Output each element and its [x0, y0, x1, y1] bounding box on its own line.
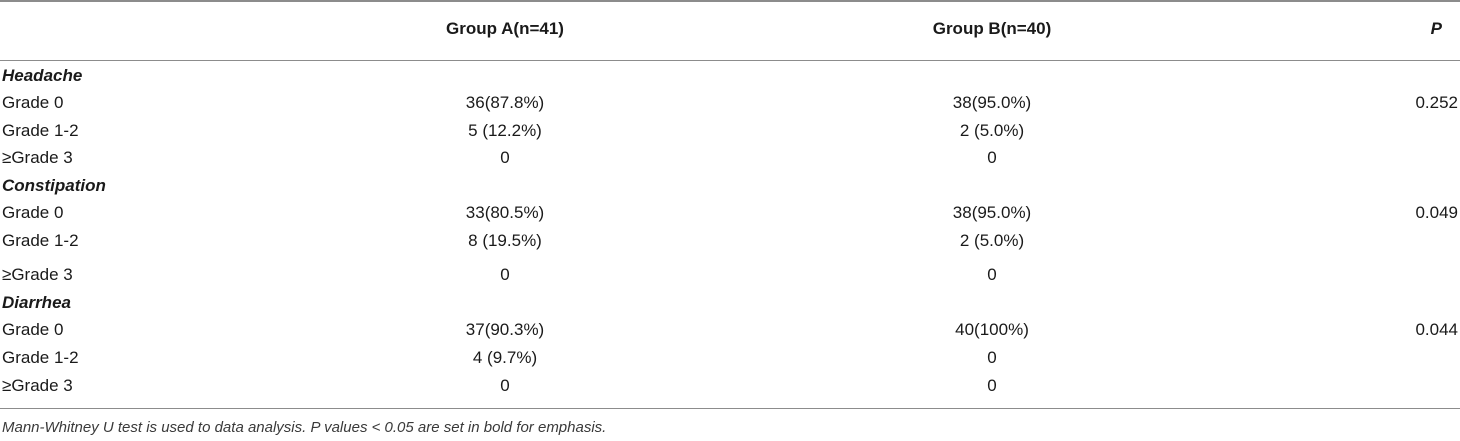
cell-group-b: 38(95.0%): [952, 93, 1032, 112]
row-label: Grade 1-2: [2, 348, 79, 367]
cell-group-b: 2 (5.0%): [959, 231, 1025, 250]
section-label: Constipation: [2, 176, 106, 195]
cell-group-b: 0: [987, 376, 997, 395]
cell-group-b: 0: [987, 148, 997, 167]
row-label: Grade 0: [2, 320, 64, 339]
row-label: ≥Grade 3: [2, 376, 73, 395]
section-row: Headache: [0, 63, 1460, 89]
table-bottom-rule: [0, 408, 1460, 409]
cell-group-a: 36(87.8%): [465, 93, 545, 112]
cell-group-a: 37(90.3%): [465, 320, 545, 339]
row-label: Grade 1-2: [2, 121, 79, 140]
cell-group-a: 0: [500, 148, 510, 167]
cell-group-b: 0: [987, 265, 997, 284]
header-group-b: Group B(n=40): [932, 19, 1052, 38]
cell-p-value: 0.044: [1415, 320, 1458, 339]
table-row: Grade 1-2 5 (12.2%) 2 (5.0%): [0, 118, 1460, 144]
row-label: Grade 1-2: [2, 231, 79, 250]
row-label: Grade 0: [2, 93, 64, 112]
cell-group-b: 2 (5.0%): [959, 121, 1025, 140]
cell-group-a: 0: [500, 376, 510, 395]
header-group-a: Group A(n=41): [446, 19, 564, 38]
cell-group-a: 33(80.5%): [465, 203, 545, 222]
section-row: Constipation: [0, 173, 1460, 199]
cell-group-b: 0: [987, 348, 997, 367]
table-top-rule: [0, 0, 1460, 2]
table-row: Grade 0 33(80.5%) 38(95.0%) 0.049: [0, 200, 1460, 226]
cell-group-a: 0: [500, 265, 510, 284]
row-label: ≥Grade 3: [2, 265, 73, 284]
cell-group-a: 5 (12.2%): [468, 121, 542, 140]
table-row: ≥Grade 3 0 0: [0, 145, 1460, 171]
table-row: Grade 1-2 4 (9.7%) 0: [0, 345, 1460, 371]
cell-group-a: 4 (9.7%): [472, 348, 538, 367]
section-label: Diarrhea: [2, 293, 71, 312]
table-header-rule: [0, 60, 1460, 61]
cell-group-b: 40(100%): [955, 320, 1029, 339]
table-row: Grade 1-2 8 (19.5%) 2 (5.0%): [0, 228, 1460, 254]
table-row: ≥Grade 3 0 0: [0, 262, 1460, 288]
table-footnote: Mann-Whitney U test is used to data anal…: [2, 419, 607, 436]
cell-p-value: 0.252: [1415, 93, 1458, 112]
section-label: Headache: [2, 66, 83, 85]
row-label: ≥Grade 3: [2, 148, 73, 167]
cell-p-value: 0.049: [1415, 203, 1458, 222]
table-row: Grade 0 36(87.8%) 38(95.0%) 0.252: [0, 90, 1460, 116]
cell-group-b: 38(95.0%): [952, 203, 1032, 222]
table-row: Grade 0 37(90.3%) 40(100%) 0.044: [0, 317, 1460, 343]
header-p-value: P: [1430, 19, 1442, 38]
table-header: Group A(n=41) Group B(n=40) P: [0, 16, 1460, 42]
table-row: ≥Grade 3 0 0: [0, 373, 1460, 399]
cell-group-a: 8 (19.5%): [468, 231, 542, 250]
section-row: Diarrhea: [0, 290, 1460, 316]
row-label: Grade 0: [2, 203, 64, 222]
